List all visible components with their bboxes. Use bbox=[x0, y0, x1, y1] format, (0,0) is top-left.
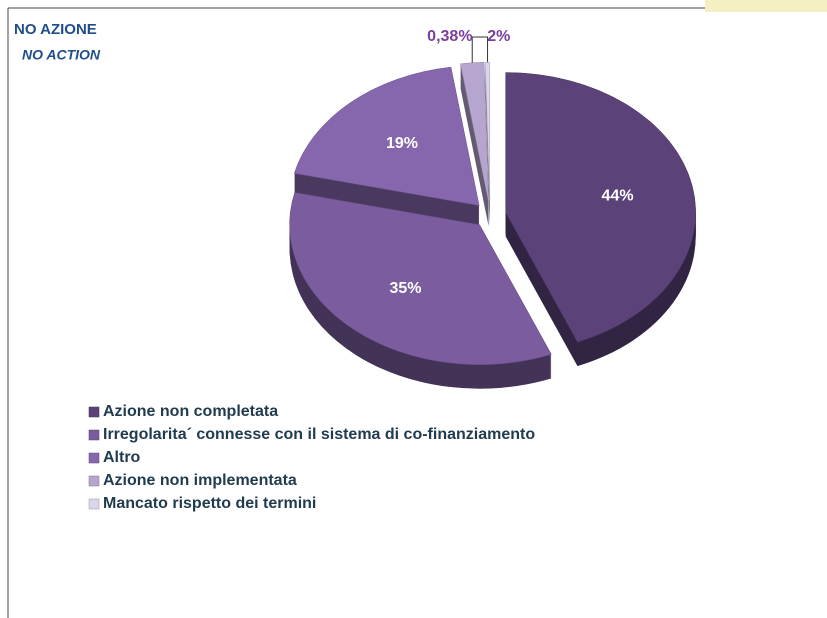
value-label: 44% bbox=[602, 188, 634, 205]
legend: Azione non completata Irregolarita´ conne… bbox=[88, 403, 535, 512]
slice bbox=[505, 72, 696, 343]
legend-label: Azione non completata bbox=[103, 403, 278, 420]
legend-swatch bbox=[88, 498, 100, 510]
value-label: 2% bbox=[487, 28, 510, 45]
leader-line bbox=[475, 36, 489, 63]
legend-label: Altro bbox=[103, 449, 141, 466]
chart-title: NO AZIONE bbox=[14, 21, 97, 38]
legend-label: Irregolarita´ connesse con il sistema di… bbox=[103, 426, 535, 443]
legend-swatch bbox=[88, 452, 100, 464]
legend-swatch bbox=[88, 475, 100, 487]
legend-swatch bbox=[88, 429, 100, 441]
legend-swatch bbox=[88, 406, 100, 418]
slice bbox=[293, 66, 480, 206]
slice bbox=[289, 192, 552, 365]
chart-subtitle: NO ACTION bbox=[22, 47, 101, 63]
corner-box bbox=[705, 0, 827, 12]
value-label: 19% bbox=[386, 135, 418, 152]
pie: 44% 35% 19% 2% 0,38% bbox=[289, 28, 696, 389]
legend-label: Azione non implementata bbox=[103, 472, 297, 489]
leader-line bbox=[471, 36, 485, 63]
legend-label: Mancato rispetto dei termini bbox=[103, 495, 316, 512]
value-label: 35% bbox=[389, 280, 421, 297]
value-label: 0,38% bbox=[427, 28, 472, 45]
